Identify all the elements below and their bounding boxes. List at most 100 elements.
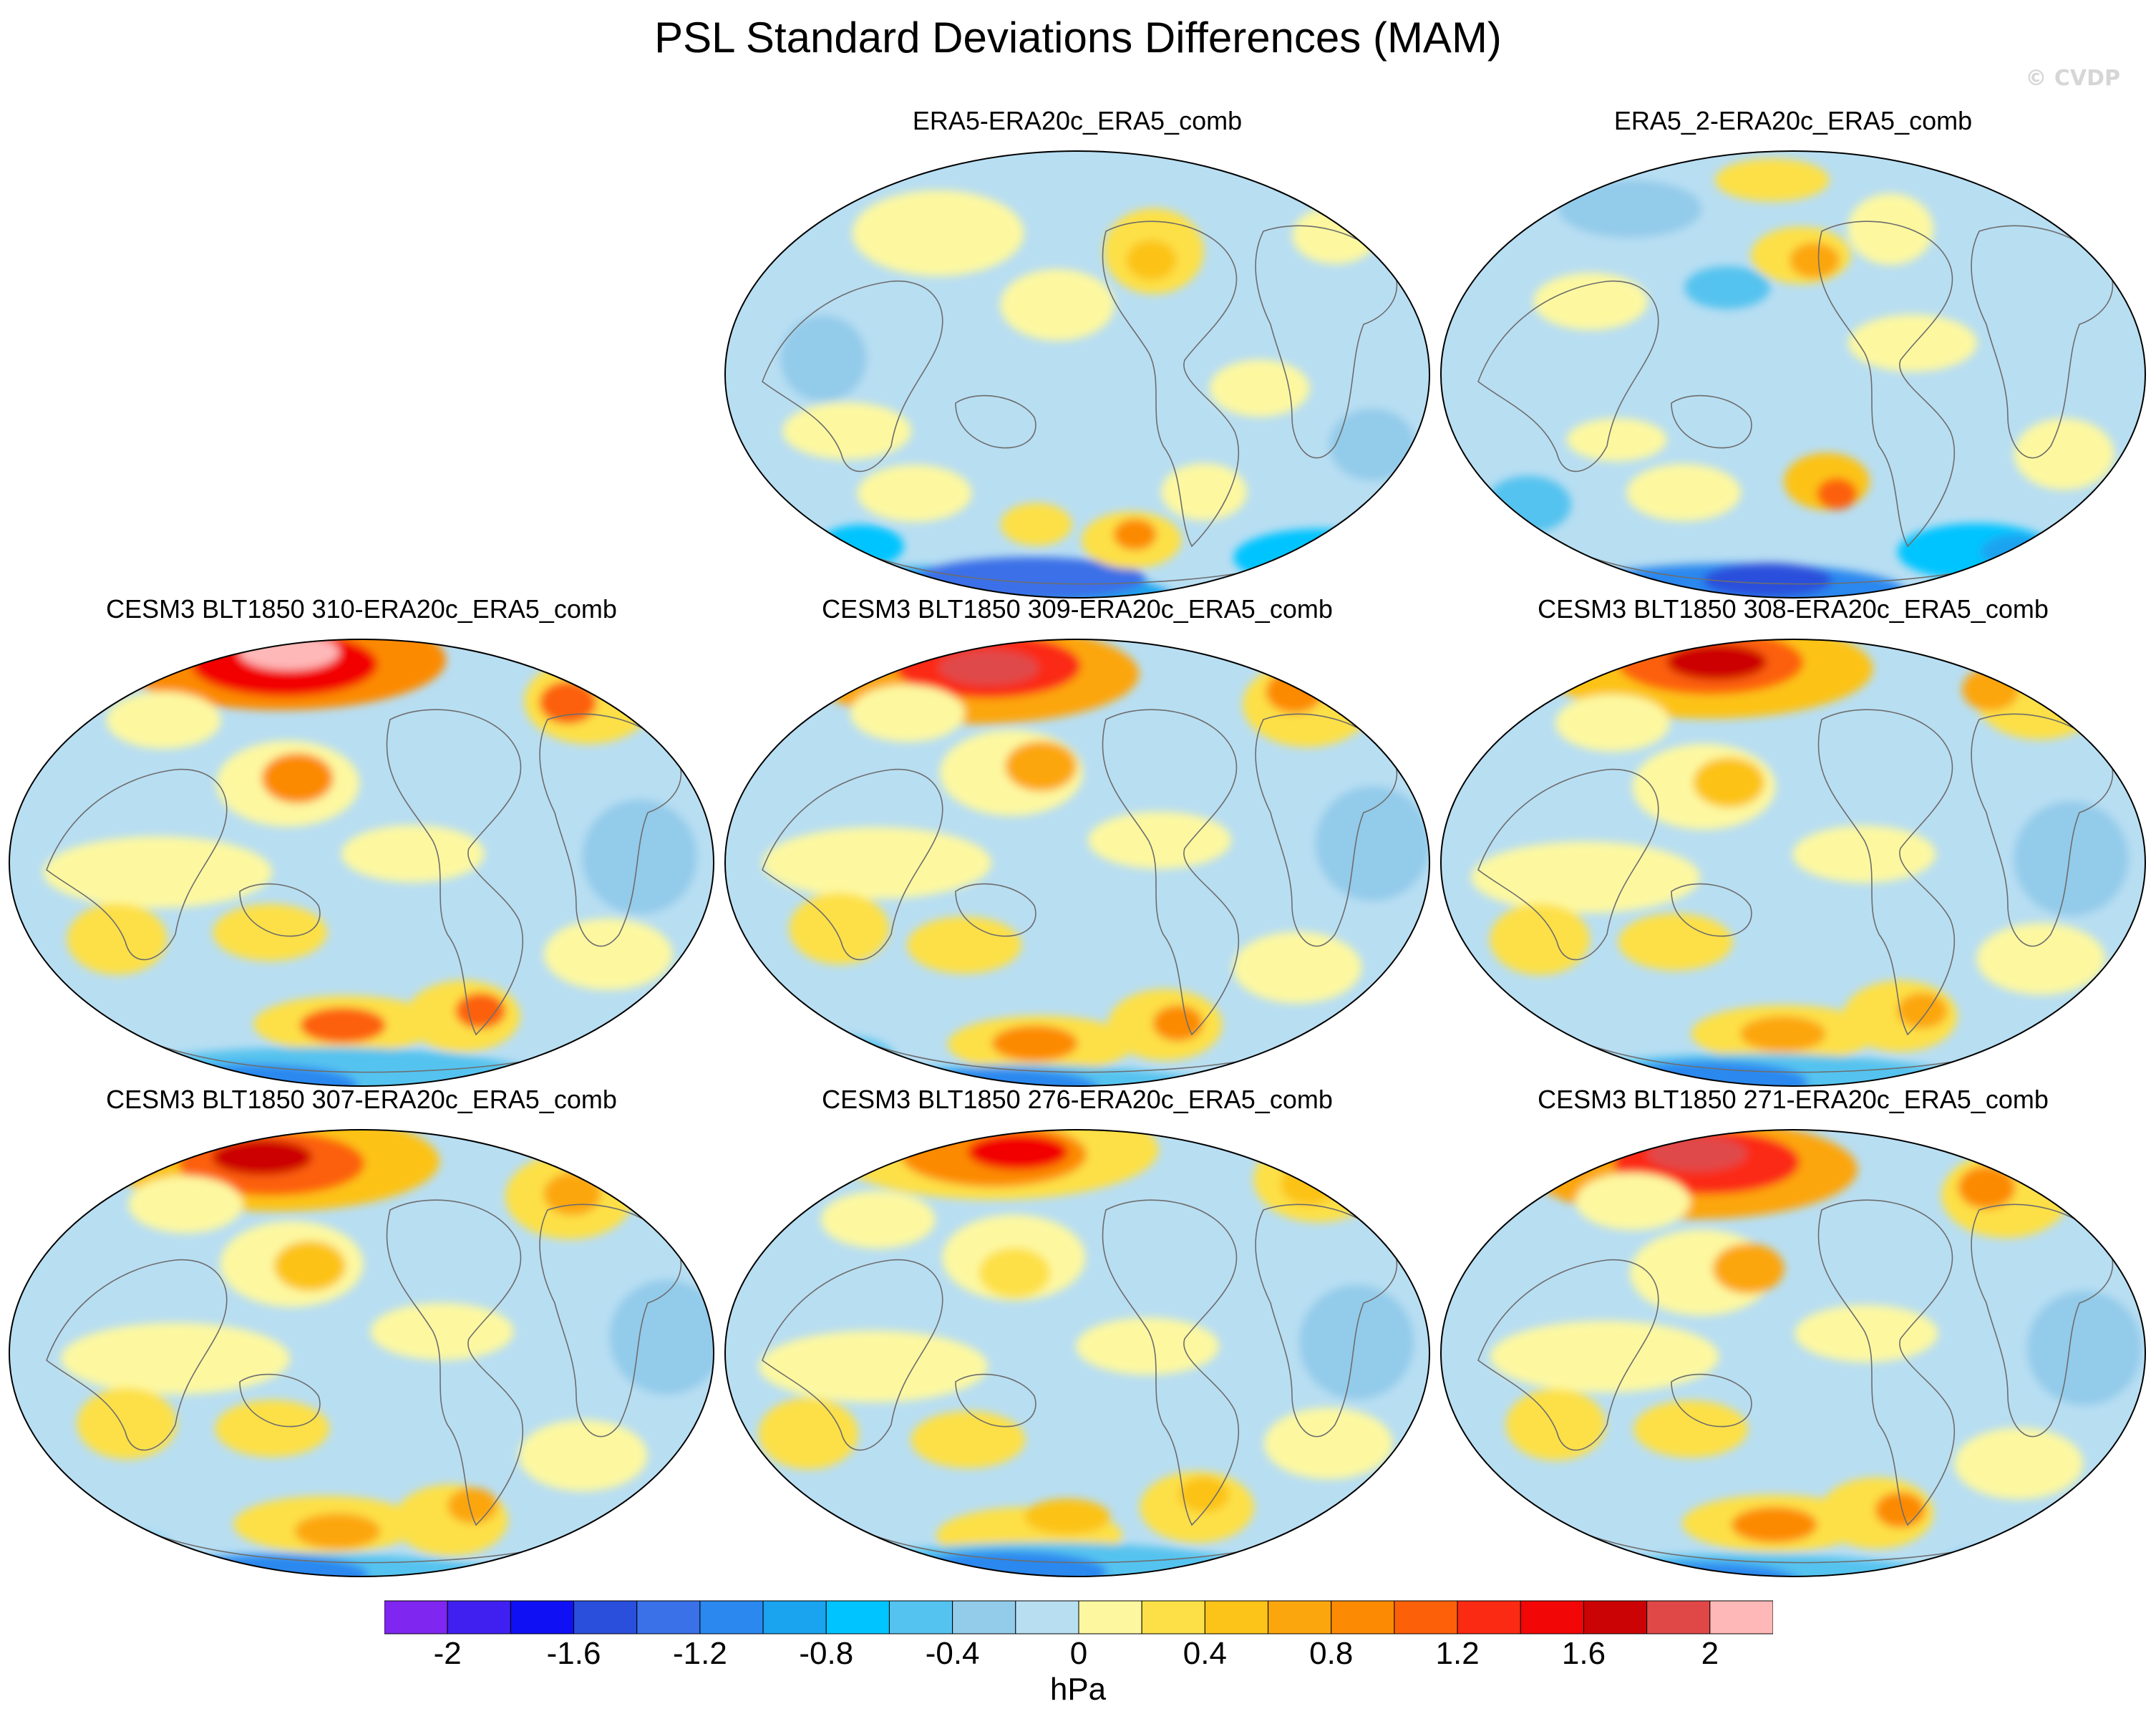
panel-title: CESM3 BLT1850 276-ERA20c_ERA5_comb <box>822 1085 1333 1114</box>
map-panel: ERA5-ERA20c_ERA5_comb <box>719 106 1435 607</box>
anomaly-region <box>1005 741 1077 792</box>
coastline <box>762 280 943 473</box>
anomaly-region <box>758 1398 859 1470</box>
anomaly-region <box>1976 923 2106 995</box>
anomaly-region <box>1817 478 1858 510</box>
anomaly-region <box>1790 242 1840 279</box>
anomaly-region <box>1962 667 2019 711</box>
anomaly-region <box>510 1556 669 1577</box>
anomaly-region <box>817 524 904 568</box>
coastline <box>955 394 1036 449</box>
anomaly-region <box>907 916 1022 974</box>
anomaly-region <box>1848 314 1977 372</box>
anomaly-region <box>1113 518 1157 551</box>
world-map <box>9 639 714 1087</box>
colorbar-swatch <box>1015 1600 1079 1634</box>
anomaly-region <box>1897 992 1948 1029</box>
anomaly-region <box>273 1241 346 1292</box>
map-border <box>724 150 1430 599</box>
colorbar-units: hPa <box>1049 1672 1107 1707</box>
anomaly-region <box>1792 825 1936 883</box>
colorbar-swatch <box>1646 1600 1711 1634</box>
anomaly-region <box>1939 1546 2097 1577</box>
anomaly-region <box>1875 1492 1926 1528</box>
anomaly-region <box>745 1523 860 1566</box>
colorbar-swatch <box>699 1600 764 1634</box>
anomaly-region <box>1152 1005 1203 1042</box>
coastline <box>1102 709 1239 1036</box>
coastline <box>1102 1199 1239 1526</box>
anomaly-region <box>1958 1166 2016 1209</box>
anomaly-region <box>1558 180 1702 238</box>
anomaly-region <box>852 190 1024 276</box>
anomaly-region <box>1575 1173 1691 1231</box>
anomaly-region <box>1981 534 2053 569</box>
colorbar-swatch <box>1457 1600 1521 1634</box>
anomaly-region <box>1000 268 1115 341</box>
anomaly-region <box>1248 1544 1407 1577</box>
colorbar-tick-label: 0.4 <box>1183 1636 1227 1671</box>
colorbar-tick-label: -0.8 <box>799 1636 854 1671</box>
colorbar-tick-labels: -2 -1.6 -1.2 -0.8 -0.4 0 0.4 0.8 1.2 1.6 2 <box>0 1636 2156 1679</box>
colorbar-swatch <box>636 1600 701 1634</box>
colorbar-swatch <box>1583 1600 1648 1634</box>
anomaly-region <box>1566 418 1667 462</box>
anomaly-region <box>938 649 1039 686</box>
world-map <box>1440 150 2146 599</box>
coastline <box>46 1259 228 1451</box>
anomaly-region <box>1490 1320 1719 1393</box>
anomaly-region <box>979 1247 1051 1298</box>
coastline <box>1817 1199 1955 1526</box>
colorbar-tick-label: -1.6 <box>546 1636 601 1671</box>
world-map <box>724 639 1430 1087</box>
anomaly-region <box>28 1042 143 1086</box>
anomaly-region <box>1000 503 1072 546</box>
anomaly-region <box>1299 1284 1414 1400</box>
anomaly-region <box>341 825 485 883</box>
colorbar-swatch <box>762 1600 827 1634</box>
anomaly-region <box>543 918 673 990</box>
anomaly-region <box>1126 240 1177 281</box>
anomaly-region <box>128 1176 243 1234</box>
anomaly-region <box>820 1191 936 1249</box>
anomaly-region <box>582 800 697 914</box>
anomaly-region <box>1490 904 1591 975</box>
anomaly-region <box>1647 1135 1748 1172</box>
anomaly-region <box>1703 563 1832 598</box>
anomaly-region <box>1485 475 1571 533</box>
colorbar-tick-label: -2 <box>433 1636 462 1671</box>
colorbar-swatch <box>1141 1600 1205 1634</box>
anomaly-region <box>1315 786 1429 901</box>
anomaly-region <box>1505 1389 1606 1461</box>
anomaly-region <box>789 893 890 964</box>
anomaly-region <box>215 1400 330 1458</box>
anomaly-region <box>1161 463 1248 520</box>
anomaly-region <box>1533 273 1648 330</box>
anomaly-region <box>61 1322 291 1395</box>
anomaly-region <box>1795 1304 1938 1362</box>
anomaly-region <box>1266 670 1324 714</box>
anomaly-region <box>991 1025 1078 1062</box>
anomaly-region <box>759 1330 989 1403</box>
anomaly-region <box>1477 1542 1593 1577</box>
map-border <box>1440 150 2146 599</box>
anomaly-region <box>59 1530 174 1574</box>
anomaly-region <box>850 684 965 742</box>
colorbar-swatch <box>952 1600 1016 1634</box>
anomaly-region <box>1847 193 1934 266</box>
colorbar-tick-label: -1.2 <box>672 1636 727 1671</box>
anomaly-region <box>762 827 992 899</box>
map-border <box>724 639 1430 1087</box>
colorbar-swatch <box>1394 1600 1458 1634</box>
coastline <box>762 1259 943 1451</box>
anomaly-region <box>968 1134 1069 1170</box>
colorbar-tick-label: 0.8 <box>1309 1636 1354 1671</box>
anomaly-region <box>1179 1476 1229 1513</box>
coastline <box>46 768 228 961</box>
coastline <box>1102 221 1239 548</box>
coastline <box>1671 394 1752 449</box>
panel-title: CESM3 BLT1850 310-ERA20c_ERA5_comb <box>106 594 617 624</box>
anomaly-region <box>1263 1408 1393 1480</box>
anomaly-region <box>294 1513 381 1549</box>
colorbar-swatch <box>1709 1600 1773 1634</box>
